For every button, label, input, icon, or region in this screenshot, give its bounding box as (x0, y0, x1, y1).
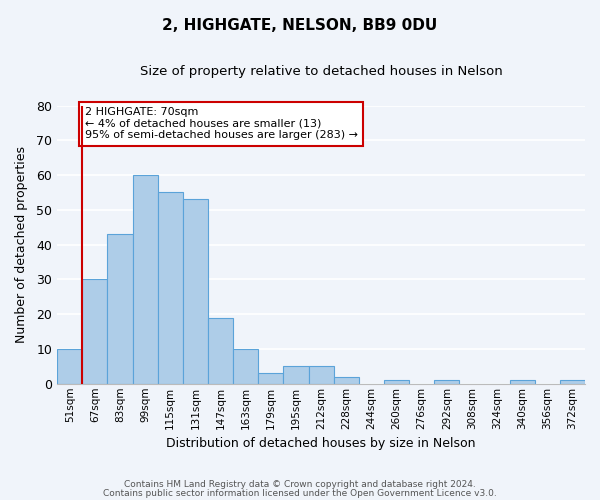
Bar (82, 280, 107, 384)
Bar (509, 380, 535, 384)
Bar (308, 366, 334, 384)
Bar (560, 380, 585, 384)
Bar (384, 380, 409, 384)
Title: Size of property relative to detached houses in Nelson: Size of property relative to detached ho… (140, 65, 502, 78)
Bar (208, 318, 233, 384)
Text: 2, HIGHGATE, NELSON, BB9 0DU: 2, HIGHGATE, NELSON, BB9 0DU (163, 18, 437, 32)
Bar (107, 234, 133, 384)
Text: 2 HIGHGATE: 70sqm
← 4% of detached houses are smaller (13)
95% of semi-detached : 2 HIGHGATE: 70sqm ← 4% of detached house… (85, 108, 358, 140)
Bar (434, 380, 460, 384)
Text: Contains public sector information licensed under the Open Government Licence v3: Contains public sector information licen… (103, 488, 497, 498)
Bar (133, 175, 158, 384)
Bar (283, 366, 308, 384)
Bar (183, 200, 208, 384)
Y-axis label: Number of detached properties: Number of detached properties (15, 146, 28, 343)
X-axis label: Distribution of detached houses by size in Nelson: Distribution of detached houses by size … (166, 437, 476, 450)
Bar (233, 349, 258, 384)
Bar (158, 192, 183, 384)
Bar (57, 349, 82, 384)
Bar (334, 377, 359, 384)
Bar (258, 374, 283, 384)
Text: Contains HM Land Registry data © Crown copyright and database right 2024.: Contains HM Land Registry data © Crown c… (124, 480, 476, 489)
